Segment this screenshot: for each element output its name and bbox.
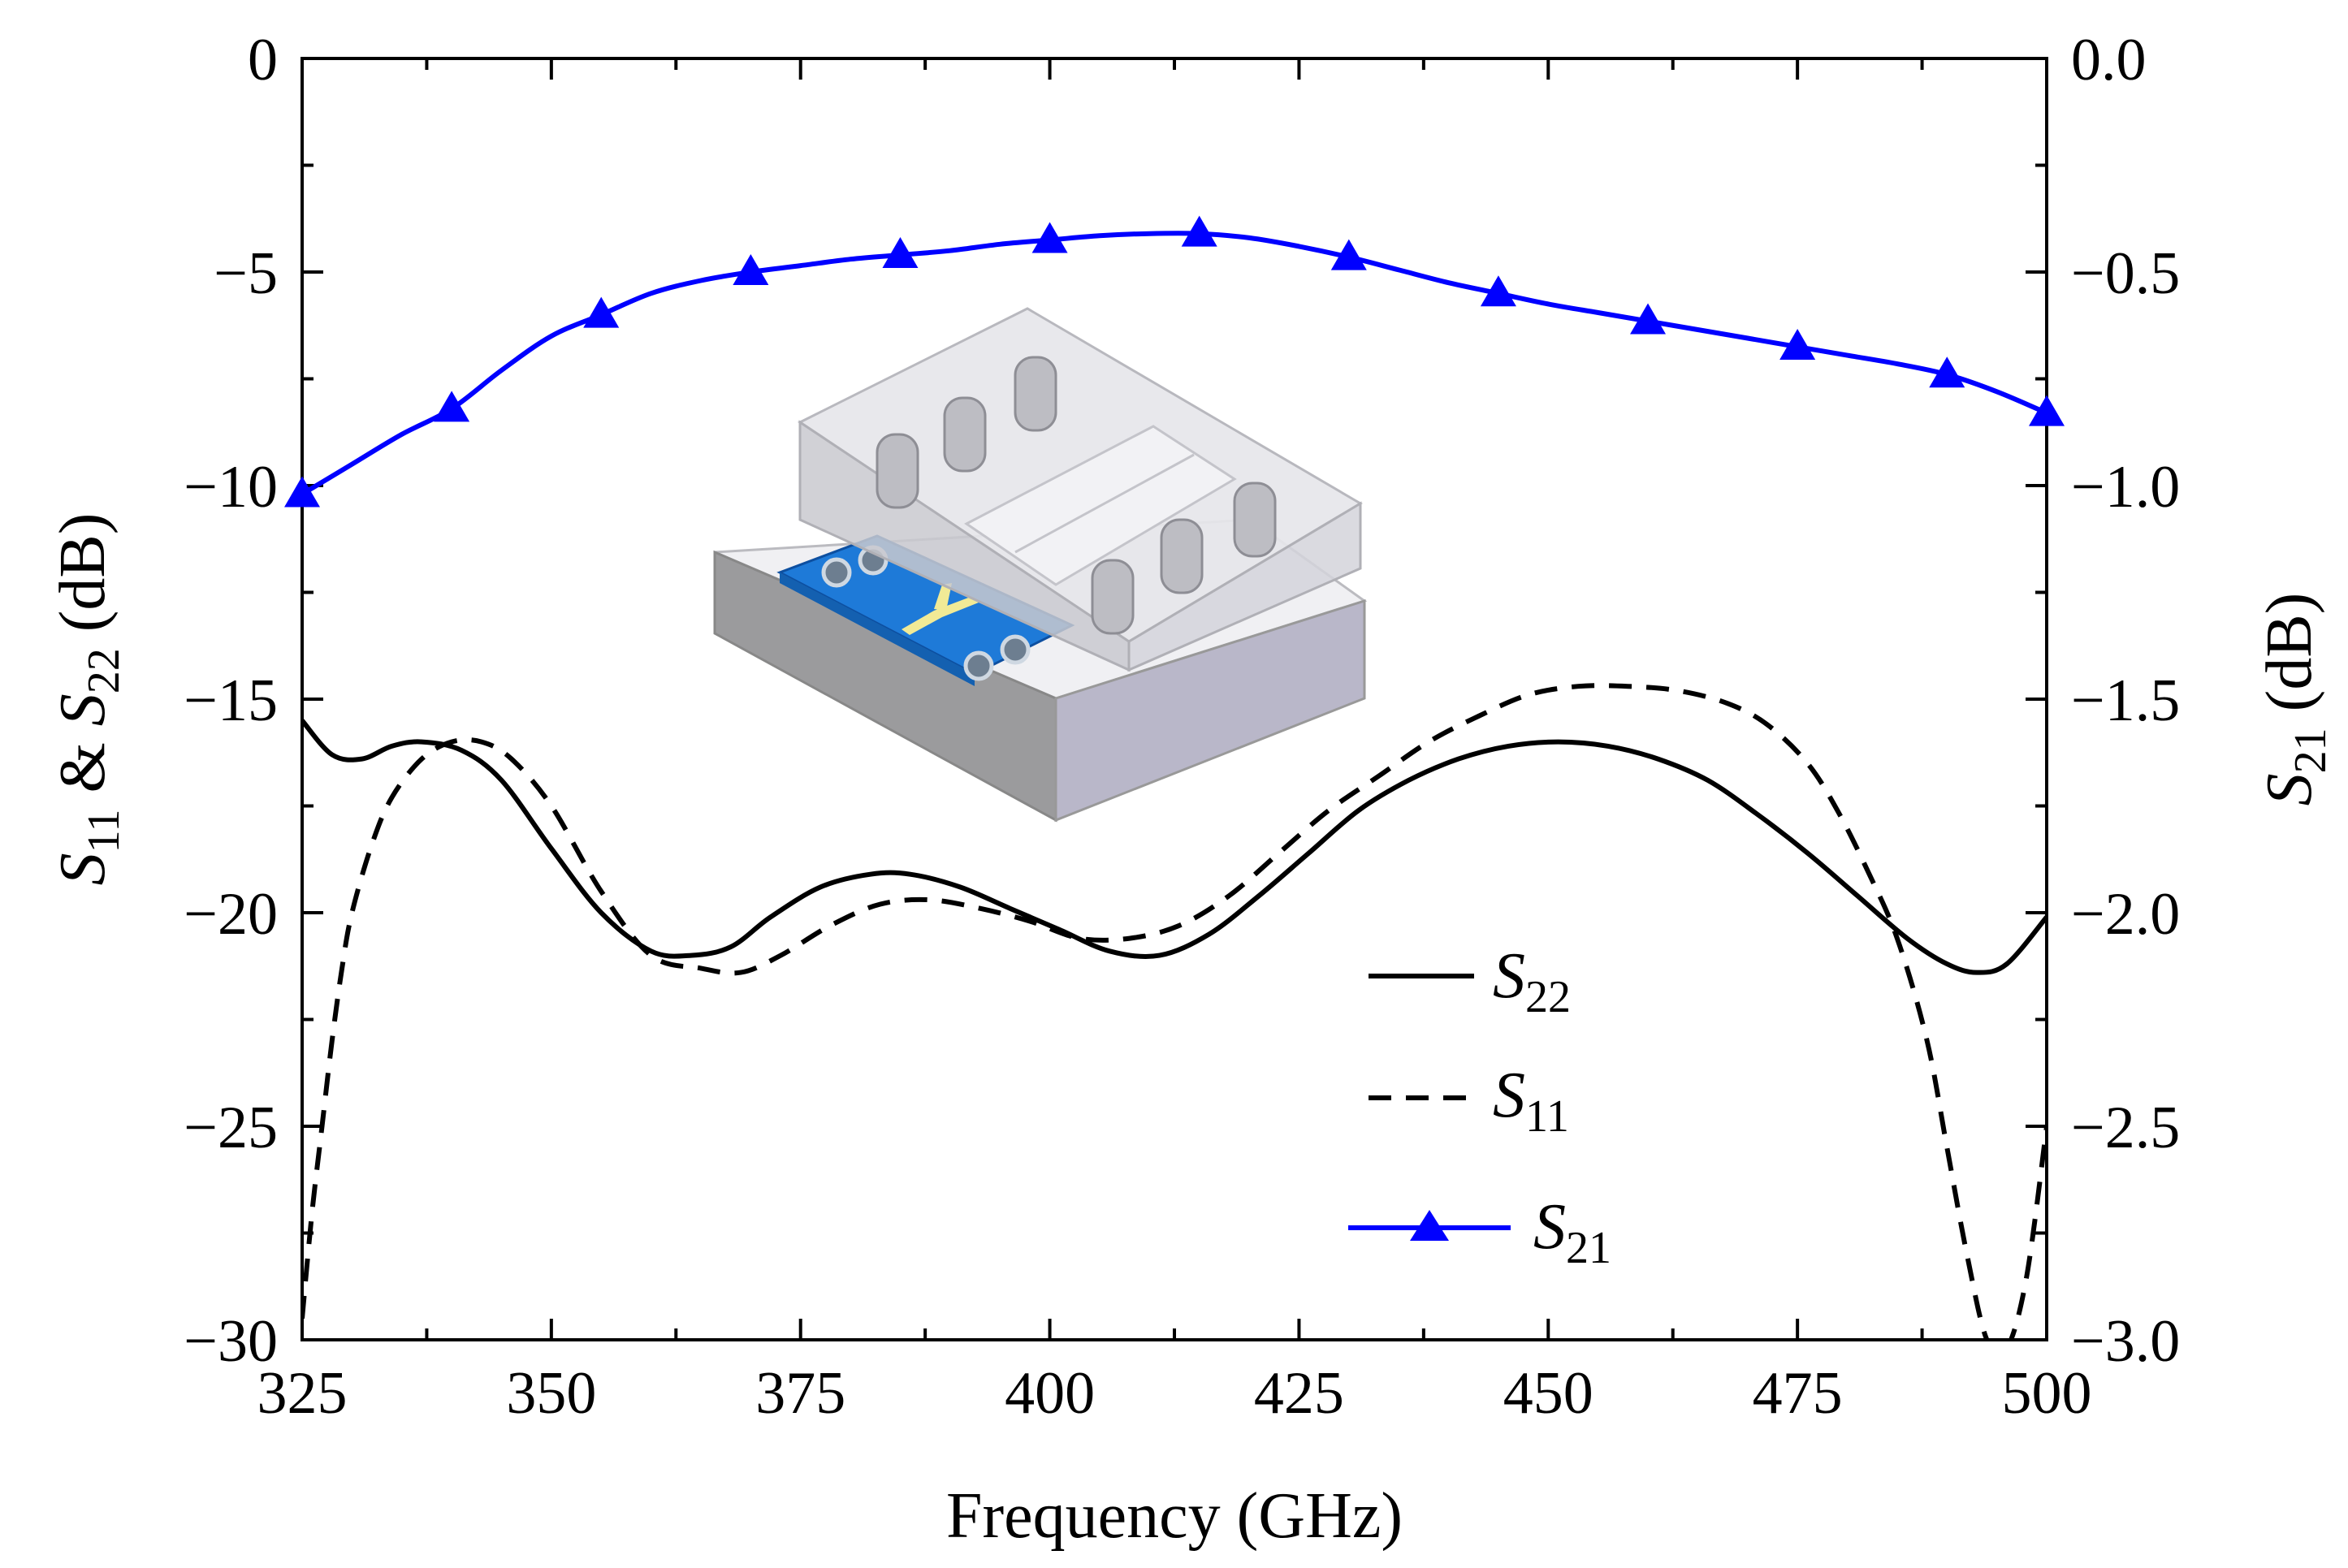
y2-tick-label: −1.0: [2071, 454, 2180, 521]
ylabel-s2-sub: 22: [79, 648, 129, 693]
marker-s21: [434, 391, 470, 422]
marker-s21: [1181, 215, 1217, 247]
legend-label-s11: S11: [1493, 1060, 1569, 1142]
x-tick-label: 325: [257, 1360, 348, 1427]
inset-device-illustration: [713, 307, 1368, 823]
waveguide-side: [1127, 501, 1362, 672]
y2-axis-title: S21 (dB): [2254, 593, 2336, 806]
marker-s21: [284, 476, 320, 508]
legend-label-s21: S21: [1533, 1191, 1611, 1273]
probe-trace-stem: [934, 583, 952, 611]
x-tick-label: 450: [1503, 1360, 1593, 1427]
marker-s21: [1779, 329, 1816, 361]
y2-tick-label: 0.0: [2071, 27, 2147, 93]
series-markers-s21: [284, 215, 2065, 508]
y2-tick-label: −2.5: [2071, 1095, 2180, 1161]
y2-tick-label: −1.5: [2071, 667, 2180, 734]
y2label-s-sub: 21: [2285, 728, 2336, 773]
probe-trace: [902, 597, 979, 635]
x-tick-label: 400: [1005, 1360, 1095, 1427]
y-tick-label: −15: [184, 667, 278, 734]
x-axis-title: Frequency (GHz): [946, 1480, 1403, 1552]
ylabel-s1: S: [47, 853, 119, 885]
series-line-s21: [302, 231, 2047, 497]
marker-s21: [733, 254, 769, 285]
base-block-side: [1054, 598, 1366, 823]
legend-marker-s21: [1410, 1210, 1449, 1241]
y2-tick-label: −3.0: [2071, 1308, 2180, 1375]
ylabel-amp: &: [47, 726, 119, 809]
y-tick-label: −20: [184, 881, 278, 948]
y2label-s: S: [2254, 773, 2325, 806]
x-tick-label: 500: [2002, 1360, 2092, 1427]
pins: [876, 356, 1277, 635]
x-tick-label: 475: [1753, 1360, 1843, 1427]
x-tick-label: 375: [755, 1360, 845, 1427]
y2-tick-label: −2.0: [2071, 881, 2180, 948]
via-hole: [963, 650, 994, 681]
y-axis-title: S11 & S22 (dB): [47, 513, 129, 886]
legend: S22 S11 S21: [1348, 940, 1611, 1273]
via-hole: [1000, 634, 1031, 665]
y-tick-label: −10: [184, 454, 278, 521]
y-tick-label: 0: [248, 27, 278, 93]
x-tick-label: 350: [506, 1360, 596, 1427]
marker-s21: [1929, 356, 1965, 388]
legend-label-s22: S22: [1493, 940, 1571, 1022]
marker-s21: [882, 236, 919, 268]
y-tick-label: −5: [214, 240, 278, 307]
marker-s21: [1031, 222, 1068, 253]
channel-step: [1014, 453, 1195, 554]
ylabel-unit: (dB): [47, 513, 119, 649]
series-line-s22: [302, 719, 2047, 975]
x-tick-label: 425: [1254, 1360, 1344, 1427]
y-tick-labels: 0 −5 −10 −15 −20 −25 −30: [184, 27, 278, 1375]
y2-tick-labels: 0.0 −0.5 −1.0 −1.5 −2.0 −2.5 −3.0: [2071, 27, 2180, 1375]
blue-substrate-edge: [780, 572, 975, 686]
x-tick-labels: 325 350 375 400 425 450 475 500: [257, 1360, 2092, 1427]
y-tick-label: −30: [184, 1308, 278, 1375]
marker-s21: [1480, 275, 1516, 307]
series-line-s11: [302, 683, 2047, 1340]
marker-s21: [1630, 303, 1667, 335]
y-tick-label: −25: [184, 1095, 278, 1161]
y2label-unit: (dB): [2254, 593, 2325, 728]
ylabel-s1-sub: 11: [79, 809, 129, 853]
marker-s21: [583, 296, 620, 328]
marker-s21: [2029, 395, 2065, 426]
marker-s21: [1330, 239, 1367, 270]
via-hole: [821, 557, 852, 588]
y2-tick-label: −0.5: [2071, 240, 2180, 307]
ylabel-s2: S: [47, 693, 119, 726]
